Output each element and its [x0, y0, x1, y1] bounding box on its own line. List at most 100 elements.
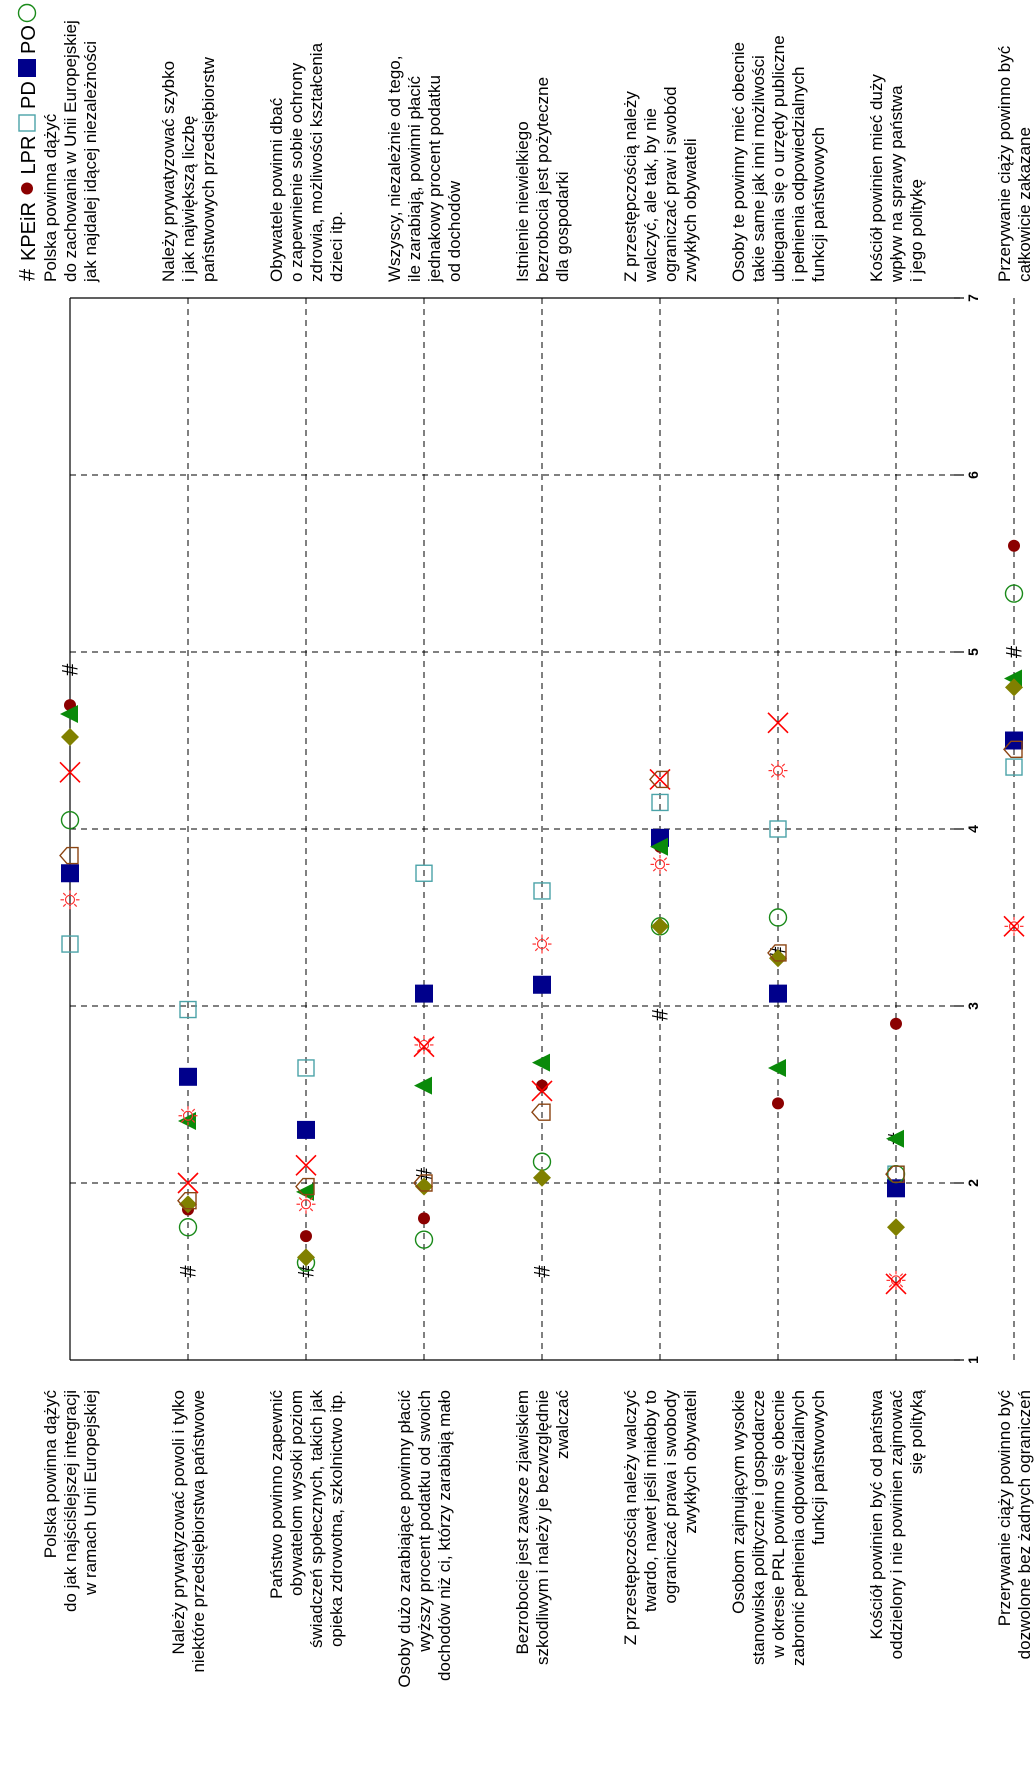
point-up — [531, 1103, 551, 1121]
statement-right-line: Z przestępczością należy — [621, 91, 640, 282]
legend-marker-psl — [17, 3, 37, 23]
statement-left-line: szkodliwym i należy je bezwzględnie — [533, 1390, 552, 1665]
statement-left-line: do jak najściślejszej integracji — [61, 1390, 80, 1612]
point-psl — [1004, 584, 1024, 603]
statement-right-line: ile zarabiają, powinni płacić — [405, 75, 424, 282]
point-kpeir: # — [176, 1265, 201, 1278]
point-po — [887, 1179, 905, 1198]
statement-right-line: dzieci itp. — [327, 211, 346, 282]
point-sld — [649, 768, 671, 791]
point-samoobrona — [1005, 678, 1023, 697]
point-lpr — [418, 1212, 430, 1225]
point-sld — [295, 1154, 317, 1176]
point-up — [1003, 740, 1023, 759]
point-pis — [886, 1129, 904, 1148]
statement-left-line: opieka zdrowotna, szkolnictwo itp. — [327, 1390, 346, 1647]
legend-label-po: PO — [18, 25, 40, 54]
statement-right-line: takie same jak inni możliwości — [749, 55, 768, 282]
statement-right-line: i jego politykę — [907, 179, 926, 282]
point-lpr — [1008, 539, 1020, 552]
point-lpr — [300, 1230, 312, 1243]
point-pis — [60, 704, 78, 723]
statement-left-line: zwykłych obywateli — [681, 1390, 700, 1534]
svg-text:#: # — [648, 1008, 673, 1021]
statement-left-line: Należy prywatyzować powoli i tylko — [169, 1390, 188, 1655]
statement-right-line: Należy prywatyzować szybko — [159, 61, 178, 282]
point-sdpl — [178, 1106, 198, 1126]
point-psl — [768, 908, 788, 927]
statement-right-line: jednakowy procent podatku — [425, 75, 444, 283]
point-pd — [297, 1059, 315, 1077]
point-pd — [651, 793, 669, 812]
legend-marker-lpr — [21, 182, 33, 195]
statement-left-line: w ramach Unii Europejskiej — [81, 1390, 100, 1596]
point-pd — [179, 1000, 197, 1019]
point-kpeir: # — [412, 1167, 437, 1180]
legend-label-kpeir: KPEiR — [18, 202, 40, 261]
point-psl — [414, 1230, 434, 1249]
point-po — [1005, 731, 1023, 750]
svg-text:#: # — [176, 1265, 201, 1278]
point-sld — [177, 1172, 199, 1194]
point-sdpl — [414, 1035, 434, 1055]
statement-right-line: Wszyscy, niezależnie od tego, — [385, 56, 404, 282]
statement-left-line: zabronić pełnienia odpowiedzialnych — [789, 1390, 808, 1666]
statement-right-line: Istnienie niewielkiego — [513, 121, 532, 282]
x-tick-label: 1 — [965, 1356, 981, 1364]
statement-right-line: od dochodów — [445, 180, 464, 282]
point-pis — [768, 1058, 786, 1077]
statement-right-line: i jak największą liczbę — [179, 116, 198, 282]
point-samoobrona — [651, 917, 669, 936]
point-sdpl — [886, 1270, 906, 1290]
point-samoobrona — [887, 1218, 905, 1237]
statement-right-line: całkowicie zakazane — [1015, 127, 1034, 282]
point-kpeir: # — [648, 1008, 673, 1021]
point-po — [61, 864, 79, 883]
statement-right-line: ubiegania się o urzędy publiczne — [769, 35, 788, 282]
statement-right-line: jak najdalej idącej niezależności — [81, 41, 100, 283]
statement-left-line: Osoby dużo zarabiające powinny płacić — [395, 1390, 414, 1688]
point-psl — [60, 810, 80, 830]
statement-left-line: funkcji państwowych — [809, 1390, 828, 1545]
point-lpr — [890, 1017, 902, 1030]
x-tick-label: 7 — [965, 294, 981, 302]
legend-marker-pd — [18, 114, 36, 132]
point-po — [533, 975, 551, 994]
point-up — [885, 1165, 905, 1183]
statement-right-line: Polska powinna dążyć — [41, 113, 60, 282]
point-up — [413, 1174, 433, 1192]
svg-text:#: # — [58, 663, 83, 676]
svg-text:#: # — [15, 268, 40, 281]
point-lpr — [772, 1097, 784, 1110]
point-up — [177, 1191, 197, 1210]
point-samoobrona — [61, 727, 79, 746]
point-pd — [415, 864, 433, 882]
x-tick-label: 4 — [965, 825, 981, 833]
statement-right-line: Kościół powinien mieć duży — [867, 74, 886, 282]
x-tick-label: 3 — [965, 1002, 981, 1010]
statement-right-line: walczyć, ale tak, by nie — [641, 108, 660, 283]
point-up — [59, 846, 79, 865]
point-sdpl — [768, 761, 788, 781]
point-pd — [769, 820, 787, 838]
statement-right-line: zdrowia, możliwości kształcenia — [307, 42, 326, 282]
x-tick-label: 6 — [965, 471, 981, 479]
statement-left-line: dozwolone bez żadnych ograniczeń — [1015, 1390, 1034, 1659]
point-kpeir: # — [1002, 645, 1027, 658]
point-pis — [414, 1076, 432, 1095]
statement-left-line: zwalczać — [553, 1390, 572, 1459]
legend: #KPEiRLPRPDPOPSLPiSSamoobronaSdPlSLDUP — [15, 3, 40, 281]
statement-right-line: funkcji państwowych — [809, 127, 828, 282]
statement-right-line: do zachowania w Unii Europejskiej — [61, 20, 80, 282]
statement-left-line: się polityką — [907, 1389, 926, 1474]
statement-right-line: ograniczać praw i swobód — [661, 86, 680, 282]
statement-left-line: stanowiska polityczne i gospodarcze — [749, 1390, 768, 1665]
statement-right-line: i pełnienia odpowiedzialnych — [789, 67, 808, 282]
point-pis — [650, 837, 668, 856]
statement-left-line: twardo, nawet jeśli miałoby to — [641, 1390, 660, 1612]
point-po — [769, 984, 787, 1003]
point-sld — [59, 761, 81, 783]
point-pis — [178, 1112, 196, 1131]
statement-right-line: dla gospodarki — [553, 171, 572, 282]
